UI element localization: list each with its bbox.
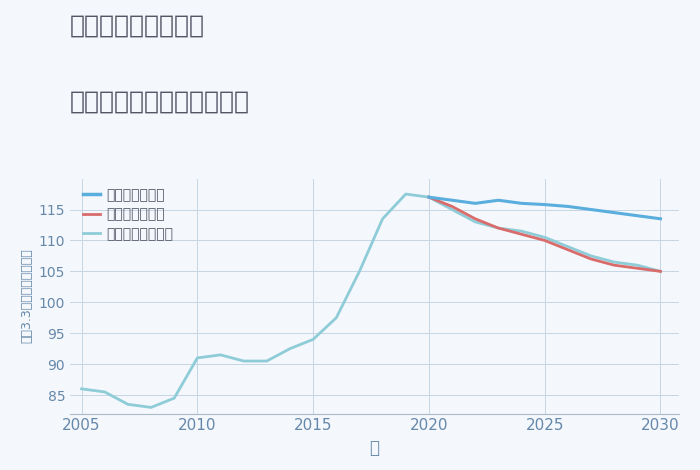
- グッドシナリオ: [448, 197, 456, 203]
- ノーマルシナリオ: [657, 268, 665, 274]
- グッドシナリオ: [657, 216, 665, 222]
- Line: バッドシナリオ: バッドシナリオ: [429, 197, 661, 271]
- バッドシナリオ: [587, 256, 595, 262]
- ノーマルシナリオ: [425, 194, 433, 200]
- Line: ノーマルシナリオ: ノーマルシナリオ: [429, 197, 661, 271]
- バッドシナリオ: [540, 238, 549, 243]
- Text: 中古マンションの価格推移: 中古マンションの価格推移: [70, 89, 250, 113]
- Legend: グッドシナリオ, バッドシナリオ, ノーマルシナリオ: グッドシナリオ, バッドシナリオ, ノーマルシナリオ: [83, 188, 174, 241]
- バッドシナリオ: [471, 216, 480, 222]
- Text: 兵庫県姫路市幸町の: 兵庫県姫路市幸町の: [70, 14, 205, 38]
- グッドシナリオ: [471, 201, 480, 206]
- バッドシナリオ: [494, 225, 503, 231]
- ノーマルシナリオ: [540, 235, 549, 240]
- グッドシナリオ: [633, 213, 641, 219]
- ノーマルシナリオ: [448, 207, 456, 212]
- ノーマルシナリオ: [587, 253, 595, 258]
- グッドシナリオ: [425, 194, 433, 200]
- バッドシナリオ: [517, 231, 526, 237]
- ノーマルシナリオ: [564, 244, 572, 250]
- グッドシナリオ: [494, 197, 503, 203]
- グッドシナリオ: [540, 202, 549, 207]
- グッドシナリオ: [610, 210, 618, 215]
- グッドシナリオ: [517, 201, 526, 206]
- ノーマルシナリオ: [633, 262, 641, 268]
- グッドシナリオ: [587, 207, 595, 212]
- バッドシナリオ: [448, 204, 456, 209]
- バッドシナリオ: [564, 247, 572, 252]
- ノーマルシナリオ: [517, 228, 526, 234]
- バッドシナリオ: [425, 194, 433, 200]
- グッドシナリオ: [564, 204, 572, 209]
- ノーマルシナリオ: [494, 225, 503, 231]
- ノーマルシナリオ: [610, 259, 618, 265]
- X-axis label: 年: 年: [370, 439, 379, 457]
- Line: グッドシナリオ: グッドシナリオ: [429, 197, 661, 219]
- バッドシナリオ: [657, 268, 665, 274]
- ノーマルシナリオ: [471, 219, 480, 225]
- バッドシナリオ: [633, 266, 641, 271]
- バッドシナリオ: [610, 262, 618, 268]
- Y-axis label: 坪（3.3㎡）単価（万円）: 坪（3.3㎡）単価（万円）: [20, 249, 33, 344]
